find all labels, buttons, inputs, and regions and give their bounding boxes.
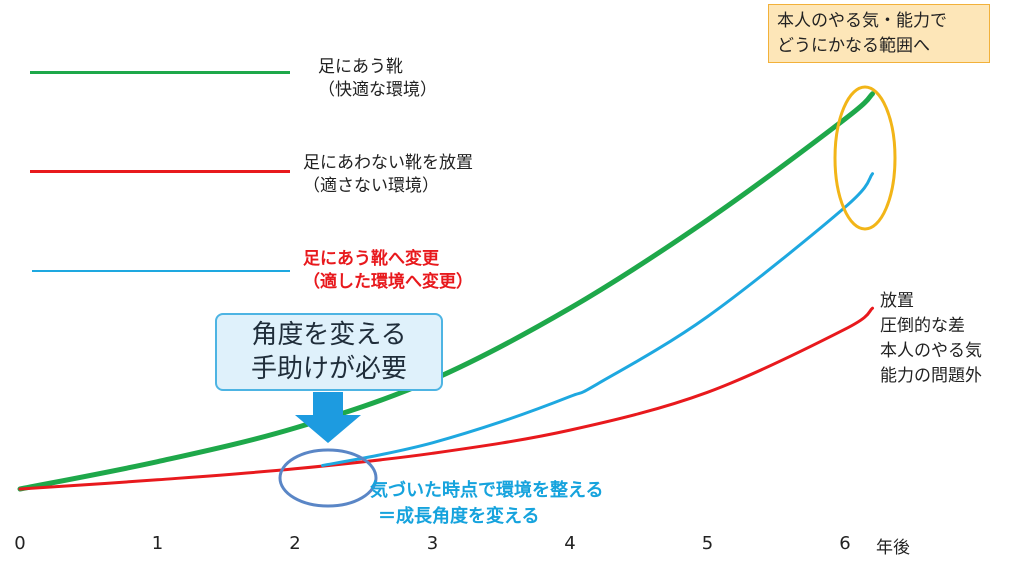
scope-note-box: 本人のやる気・能力で どうにかなる範囲へ	[768, 4, 990, 63]
series-line-blue	[321, 172, 874, 467]
x-tick-6: 6	[839, 533, 851, 554]
legend-label-blue-line2: （適した環境へ変更）	[303, 272, 473, 292]
x-tick-1: 1	[151, 533, 164, 554]
growth-angle-note-line2: ＝成長角度を変える	[378, 506, 540, 527]
series-line-green	[17, 91, 875, 492]
growth-angle-note-line1: 気づいた時点で環境を整える	[370, 480, 604, 501]
legend-label-blue: 足にあう靴へ変更 （適した環境へ変更）	[303, 248, 473, 294]
legend-line-blue	[32, 270, 290, 272]
growth-angle-note: 気づいた時点で環境を整える ＝成長角度を変える	[370, 478, 603, 530]
legend-label-green-line2: （快適な環境）	[318, 80, 437, 100]
legend-label-green-line1: 足にあう靴	[318, 57, 403, 77]
help-callout: 角度を変える 手助けが必要	[215, 313, 443, 391]
x-axis-unit-label: 年後	[876, 538, 910, 558]
top-scope-ellipse	[833, 85, 897, 231]
legend-label-green: 足にあう靴 （快適な環境）	[318, 56, 437, 102]
legend-label-red: 足にあわない靴を放置 （適さない環境）	[303, 152, 473, 198]
x-tick-5: 5	[701, 533, 714, 554]
neglect-note: 放置 圧倒的な差 本人のやる気 能力の問題外	[880, 289, 982, 389]
legend-label-red-line2: （適さない環境）	[303, 176, 439, 196]
legend-label-blue-line1: 足にあう靴へ変更	[303, 249, 439, 269]
x-tick-0: 0	[14, 533, 26, 554]
legend-line-green	[30, 71, 290, 74]
legend-line-red	[30, 170, 290, 173]
neglect-note-line1: 放置	[880, 291, 914, 311]
intervention-point-ellipse	[278, 448, 378, 508]
x-tick-4: 4	[564, 533, 576, 554]
legend-label-red-line1: 足にあわない靴を放置	[303, 153, 473, 173]
neglect-note-line4: 能力の問題外	[880, 366, 982, 386]
scope-note-line2: どうにかなる範囲へ	[777, 36, 930, 56]
help-callout-line2: 手助けが必要	[250, 354, 407, 384]
x-tick-3: 3	[426, 533, 439, 554]
neglect-note-line3: 本人のやる気	[880, 341, 982, 361]
series-line-red	[18, 306, 874, 491]
x-tick-2: 2	[289, 533, 301, 554]
down-arrow-icon	[295, 392, 361, 443]
help-callout-line1: 角度を変える	[251, 320, 407, 350]
neglect-note-line2: 圧倒的な差	[880, 316, 965, 336]
scope-note-line1: 本人のやる気・能力で	[777, 11, 947, 31]
